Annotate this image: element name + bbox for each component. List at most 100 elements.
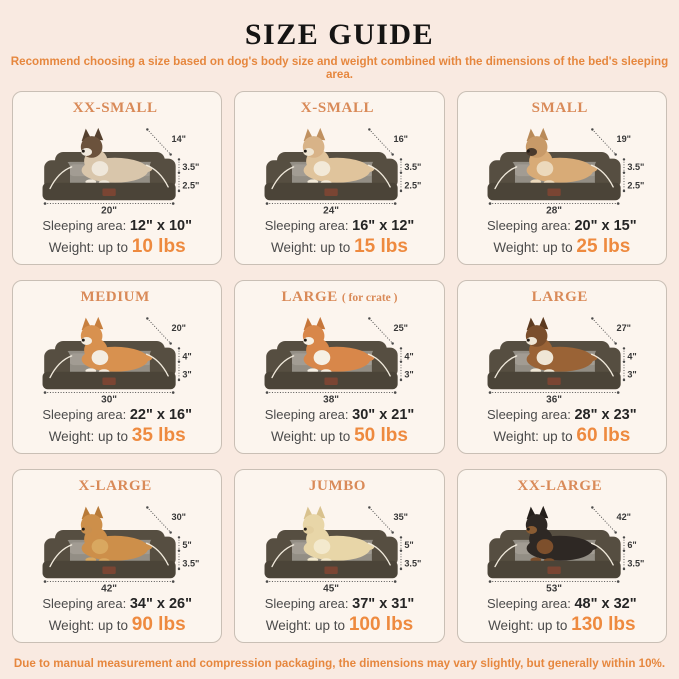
width-dimension: 45" <box>324 584 340 594</box>
width-dimension: 42" <box>101 584 117 594</box>
bed-illustration: 42" 6" 3.5" 53" <box>487 505 644 593</box>
size-card: X-LARGE <box>12 469 223 643</box>
sleeping-area-label: Sleeping area: <box>487 596 571 612</box>
lower-height-dimension: 3" <box>627 370 636 380</box>
weight-label: Weight: up to <box>493 240 573 256</box>
size-title: SMALL <box>532 99 592 117</box>
upper-height-dimension: 4" <box>182 351 191 361</box>
size-name: SMALL <box>531 100 588 116</box>
bed-front-icon <box>42 542 176 579</box>
ragdoll-cat-icon <box>80 127 153 186</box>
upper-height-dimension: 3.5" <box>405 162 422 172</box>
bed-front-icon <box>265 542 399 579</box>
weight-label: Weight: up to <box>488 618 568 634</box>
page-title: SIZE GUIDE <box>244 18 435 51</box>
weight-label: Weight: up to <box>48 618 128 634</box>
lower-height-dimension: 2.5" <box>405 181 422 191</box>
size-name: XX-LARGE <box>517 478 603 494</box>
sleeping-area-value: 34" x 26" <box>129 596 192 613</box>
width-dimension: 28" <box>546 206 562 216</box>
lower-height-dimension: 3" <box>405 370 414 380</box>
bed-front-icon <box>487 164 621 201</box>
width-dimension: 24" <box>324 206 340 216</box>
lower-height-dimension: 3.5" <box>182 559 199 569</box>
weight-line: Weight: up to 15 lbs <box>271 235 408 260</box>
size-name: JUMBO <box>308 478 367 494</box>
size-title: XX-LARGE <box>517 477 606 495</box>
sleeping-area-value: 48" x 32" <box>574 596 637 613</box>
depth-dimension: 35" <box>394 512 409 522</box>
width-dimension: 38" <box>324 395 340 405</box>
sleeping-area-label: Sleeping area: <box>264 596 349 612</box>
sleeping-area-line: Sleeping area: 28" x 23" <box>487 406 637 424</box>
size-name: X-SMALL <box>300 100 375 116</box>
size-card: JUMBO <box>234 469 445 643</box>
bed-illustration: 20" 4" 3" 30" <box>42 316 192 405</box>
sleeping-area-line: Sleeping area: 20" x 15" <box>487 217 637 235</box>
sleeping-area-line: Sleeping area: 30" x 21" <box>265 406 415 424</box>
sleeping-area-label: Sleeping area: <box>264 407 349 423</box>
weight-label: Weight: up to <box>271 240 351 256</box>
subtitle: Recommend choosing a size based on dog's… <box>10 55 669 81</box>
shiba-inu-icon <box>303 316 375 375</box>
size-title: XX-SMALL <box>73 99 162 117</box>
size-title: X-LARGE <box>78 477 155 495</box>
sleeping-area-line: Sleeping area: 22" x 16" <box>42 406 192 424</box>
sleeping-area-line: Sleeping area: 12" x 10" <box>42 217 192 235</box>
weight-value: 90 lbs <box>131 614 186 636</box>
nose-dot <box>526 338 530 342</box>
weight-line: Weight: up to 100 lbs <box>266 613 414 638</box>
depth-dimension: 19" <box>616 134 631 144</box>
weight-line: Weight: up to 50 lbs <box>271 424 408 449</box>
weight-value: 35 lbs <box>131 425 186 447</box>
labrador-icon <box>303 505 375 564</box>
weight-line: Weight: up to 90 lbs <box>49 613 186 638</box>
weight-label: Weight: up to <box>265 618 346 634</box>
upper-height-dimension: 6" <box>627 540 636 550</box>
weight-line: Weight: up to 10 lbs <box>49 235 186 260</box>
weight-line: Weight: up to 25 lbs <box>493 235 630 260</box>
depth-dimension: 20" <box>172 323 187 333</box>
dimension-annotations: 27" 4" 3" 36" <box>488 317 637 405</box>
sleeping-area-label: Sleeping area: <box>42 596 127 612</box>
sleeping-area-value: 16" x 12" <box>352 218 415 235</box>
weight-label: Weight: up to <box>48 429 128 445</box>
size-title: LARGE <box>532 288 592 306</box>
depth-dimension: 16" <box>394 134 409 144</box>
lower-height-dimension: 3.5" <box>405 559 422 569</box>
dimension-annotations: 35" 5" 3.5" 45" <box>266 506 422 593</box>
upper-height-dimension: 5" <box>405 540 414 550</box>
depth-dimension: 14" <box>172 134 187 144</box>
bed-illustration: 30" 5" 3.5" 42" <box>42 505 200 594</box>
bed-illustration: 27" 4" 3" 36" <box>487 316 637 405</box>
dimension-annotations: 25" 4" 3" 38" <box>266 317 414 404</box>
size-title: X-SMALL <box>301 99 378 117</box>
depth-dimension: 27" <box>616 323 631 333</box>
golden-retriever-icon <box>80 505 153 564</box>
footer-note: Due to manual measurement and compressio… <box>13 657 666 670</box>
size-card: MEDIUM <box>12 280 223 454</box>
weight-value: 130 lbs <box>571 614 636 636</box>
weight-value: 25 lbs <box>576 236 631 258</box>
dimension-annotations: 16" 3.5" 2.5" 24" <box>266 128 422 215</box>
size-card: SMALL <box>456 91 667 265</box>
width-dimension: 36" <box>546 395 562 405</box>
width-dimension: 30" <box>101 395 117 405</box>
size-card-grid: XX-SMALL <box>10 91 669 643</box>
bed-front-icon <box>42 353 176 390</box>
size-name: X-LARGE <box>78 478 152 494</box>
sleeping-area-label: Sleeping area: <box>487 218 571 234</box>
size-title: LARGE( for crate ) <box>281 288 397 306</box>
sleeping-area-line: Sleeping area: 37" x 31" <box>265 595 415 613</box>
weight-value: 15 lbs <box>354 236 408 258</box>
nose-dot <box>81 338 85 342</box>
sleeping-area-label: Sleeping area: <box>42 407 127 423</box>
corgi-icon <box>80 316 153 375</box>
sleeping-area-label: Sleeping area: <box>264 218 349 234</box>
weight-label: Weight: up to <box>493 429 573 445</box>
weight-value: 50 lbs <box>354 425 408 447</box>
depth-dimension: 42" <box>616 512 631 522</box>
bed-illustration: 14" 3.5" 2.5" 20" <box>42 127 200 215</box>
lower-height-dimension: 3" <box>182 370 191 380</box>
